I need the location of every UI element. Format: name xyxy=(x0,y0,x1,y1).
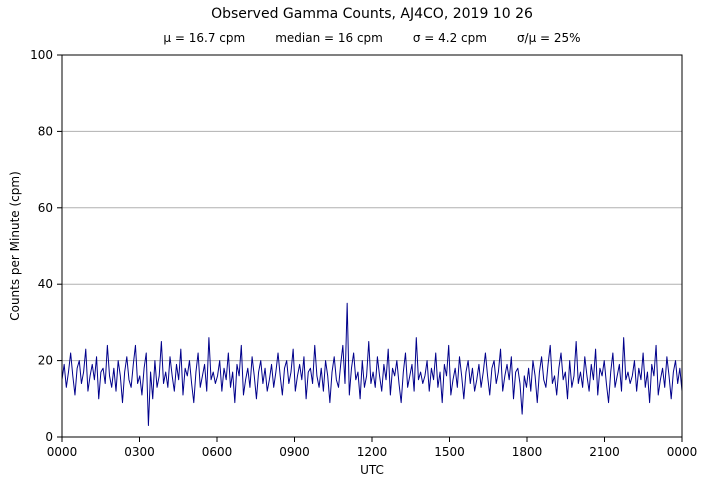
x-tick-label: 1200 xyxy=(357,445,388,459)
stat-item: σ = 4.2 cpm xyxy=(412,31,487,45)
stat-item: σ/μ = 25% xyxy=(516,31,581,45)
x-tick-label: 1500 xyxy=(434,445,465,459)
y-axis-label: Counts per Minute (cpm) xyxy=(8,171,22,321)
x-tick-label: 0300 xyxy=(124,445,155,459)
y-tick-label: 40 xyxy=(38,277,53,291)
plot-border xyxy=(61,54,683,438)
stat-item: μ = 16.7 cpm xyxy=(163,31,246,45)
x-axis-label: UTC xyxy=(360,463,384,477)
x-tick-label: 2100 xyxy=(589,445,620,459)
x-tick-label: 0600 xyxy=(202,445,233,459)
y-tick-label: 20 xyxy=(38,354,53,368)
stat-item: median = 16 cpm xyxy=(275,31,383,45)
y-tick-label: 80 xyxy=(38,124,53,138)
x-tick-label: 0000 xyxy=(667,445,698,459)
y-tick-label: 0 xyxy=(45,430,53,444)
x-tick-label: 0000 xyxy=(47,445,78,459)
chart-stats-row: μ = 16.7 cpm median = 16 cpm σ = 4.2 cpm σ/… xyxy=(62,31,682,45)
y-tick-label: 60 xyxy=(38,201,53,215)
data-line xyxy=(61,302,683,427)
x-tick-label: 0900 xyxy=(279,445,310,459)
x-tick-label: 1800 xyxy=(512,445,543,459)
chart-title: Observed Gamma Counts, AJ4CO, 2019 10 26 xyxy=(211,6,533,22)
y-tick-label: 100 xyxy=(30,48,53,62)
